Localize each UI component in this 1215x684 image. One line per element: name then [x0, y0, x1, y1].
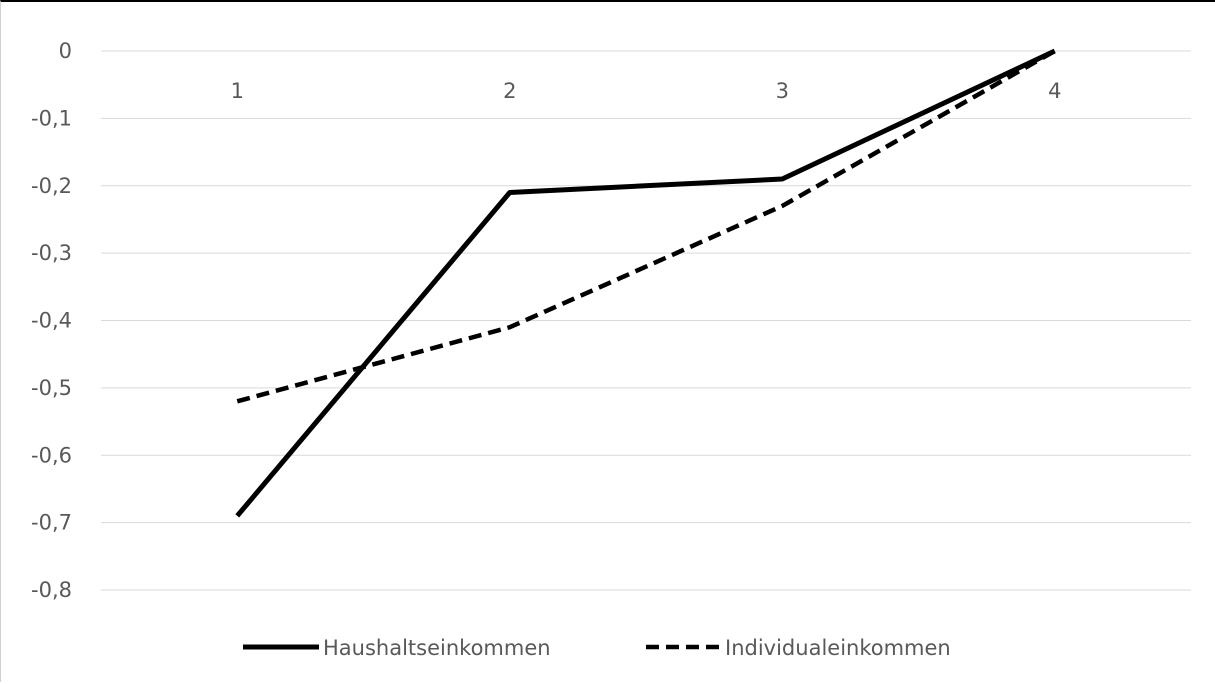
x-tick-label: 1	[231, 79, 244, 103]
series-lines	[235, 48, 1056, 518]
y-tick-label: -0,3	[31, 241, 72, 265]
legend-label-individualeinkommen: Individualeinkommen	[725, 636, 951, 660]
y-tick-label: -0,1	[31, 106, 72, 130]
x-tick-label: 3	[776, 79, 789, 103]
y-tick-label: -0,5	[31, 376, 72, 400]
y-tick-label: -0,7	[31, 511, 72, 535]
y-tick-label: -0,6	[31, 443, 72, 467]
y-tick-label: -0,2	[31, 174, 72, 198]
y-tick-label: -0,8	[31, 578, 72, 602]
x-tick-label: 2	[503, 79, 516, 103]
legend-label-haushaltseinkommen: Haushaltseinkommen	[323, 636, 551, 660]
y-tick-label: -0,4	[31, 309, 72, 333]
y-tick-label: 0	[59, 39, 72, 63]
x-tick-label: 4	[1048, 79, 1061, 103]
gridlines	[101, 50, 1191, 591]
series-line-haushaltseinkommen	[235, 48, 1056, 518]
y-axis-tick-labels: 0 -0,1 -0,2 -0,3 -0,4 -0,5 -0,6 -0,7 -0,8	[31, 39, 72, 602]
legend: Haushaltseinkommen Individualeinkommen	[243, 636, 951, 660]
x-axis-tick-labels: 1 2 3 4	[231, 79, 1062, 103]
series-line-individualeinkommen	[236, 49, 1056, 404]
